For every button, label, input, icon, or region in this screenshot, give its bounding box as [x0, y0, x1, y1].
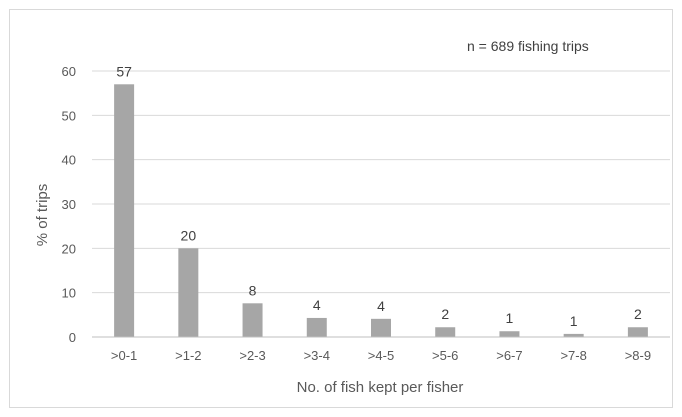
x-tick-label: >3-4 — [304, 348, 330, 363]
x-tick-label: >8-9 — [625, 348, 651, 363]
y-tick-label: 50 — [62, 108, 76, 123]
x-tick-label: >0-1 — [111, 348, 137, 363]
data-label: 4 — [313, 297, 321, 313]
bar — [435, 327, 456, 337]
sample-size-note: n = 689 fishing trips — [467, 38, 589, 54]
bar — [306, 317, 327, 337]
y-axis-title: % of trips — [34, 184, 51, 247]
data-label: 2 — [441, 306, 449, 322]
bars — [114, 84, 648, 337]
data-label: 57 — [116, 63, 132, 79]
y-tick-label: 40 — [62, 153, 76, 168]
y-tick-label: 0 — [69, 330, 76, 345]
data-label: 20 — [181, 227, 197, 243]
x-tick-label: >6-7 — [496, 348, 522, 363]
x-tick-labels: >0-1 >1-2 >2-3 >3-4 >4-5 >5-6 >6-7 >7-8 >8-9 — [111, 348, 651, 363]
x-axis-title: No. of fish kept per fisher — [297, 379, 464, 396]
x-tick-label: >5-6 — [432, 348, 458, 363]
bar — [114, 84, 135, 337]
x-tick-label: >7-8 — [560, 348, 586, 363]
x-tick-label: >4-5 — [368, 348, 394, 363]
y-tick-labels: 0 10 20 30 40 50 60 — [62, 64, 76, 345]
y-tick-label: 10 — [62, 286, 76, 301]
data-labels: 57 20 8 4 4 2 1 1 2 — [116, 63, 642, 329]
x-tick-label: >1-2 — [175, 348, 201, 363]
data-label: 4 — [377, 298, 385, 314]
data-label: 2 — [634, 306, 642, 322]
y-tick-label: 30 — [62, 197, 76, 212]
y-tick-label: 20 — [62, 241, 76, 256]
bar — [499, 331, 520, 337]
bar — [563, 333, 584, 337]
bar — [242, 303, 263, 337]
bar — [178, 248, 199, 337]
bar — [627, 327, 648, 337]
data-label: 8 — [249, 282, 257, 298]
data-label: 1 — [506, 310, 514, 326]
x-tick-label: >2-3 — [239, 348, 265, 363]
data-label: 1 — [570, 313, 578, 329]
y-tick-label: 60 — [62, 64, 76, 79]
bar — [371, 318, 391, 337]
